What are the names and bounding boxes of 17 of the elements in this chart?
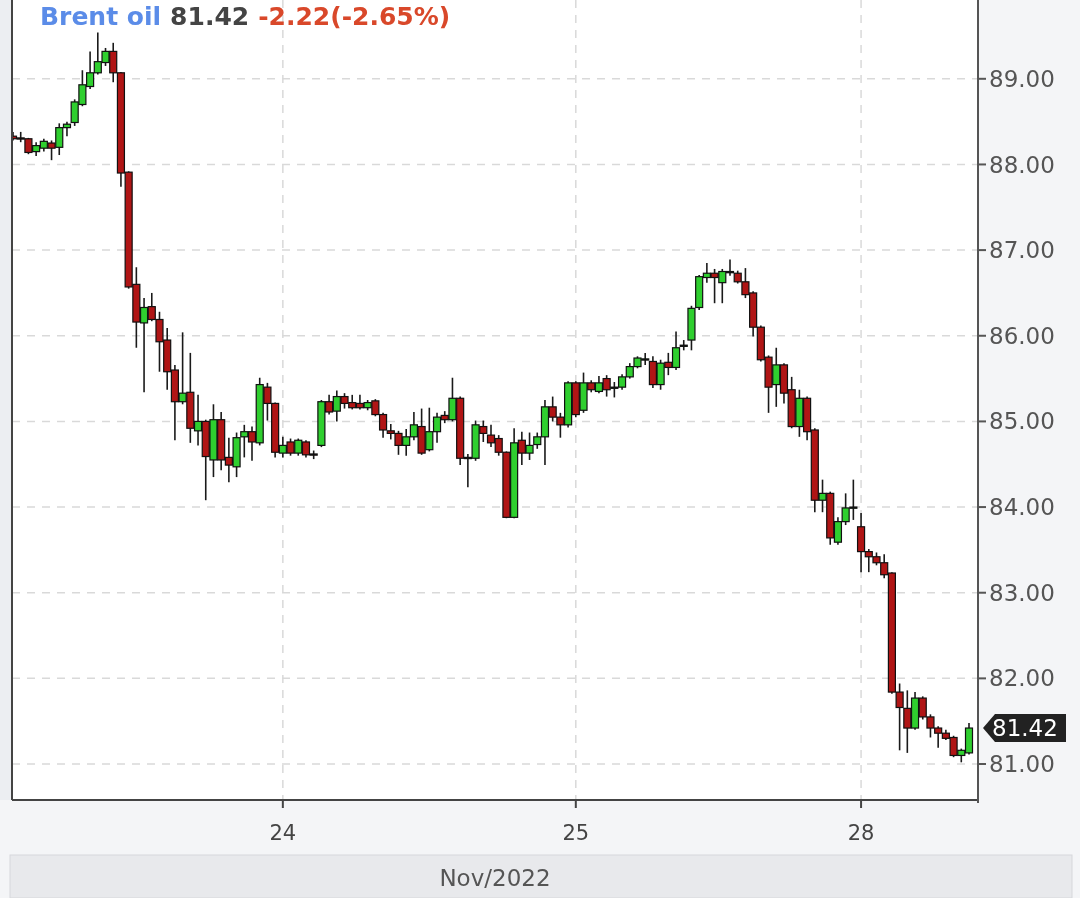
x-tick-label: 24	[269, 821, 297, 845]
chart-title: Brent oil	[40, 2, 162, 31]
y-tick-label: 89.00	[989, 65, 1055, 92]
y-tick-label: 85.00	[989, 408, 1055, 435]
x-tick-label: 25	[562, 821, 590, 845]
y-tick-label: 81.00	[989, 751, 1055, 778]
y-tick-label: 88.00	[989, 151, 1055, 178]
y-tick-label: 84.00	[989, 494, 1055, 521]
y-tick-label: 83.00	[989, 579, 1055, 606]
text: 81.42	[992, 715, 1058, 742]
x-axis-title: Nov/2022	[439, 865, 551, 891]
y-tick-label: 87.00	[989, 237, 1055, 264]
annotation: -2.22(-2.65%)	[258, 2, 451, 31]
y-tick-label: 82.00	[989, 665, 1055, 692]
x-tick-label: 28	[847, 821, 875, 845]
chart-subtitle: 81.42	[170, 2, 250, 31]
y-tick-label: 86.00	[989, 322, 1055, 349]
